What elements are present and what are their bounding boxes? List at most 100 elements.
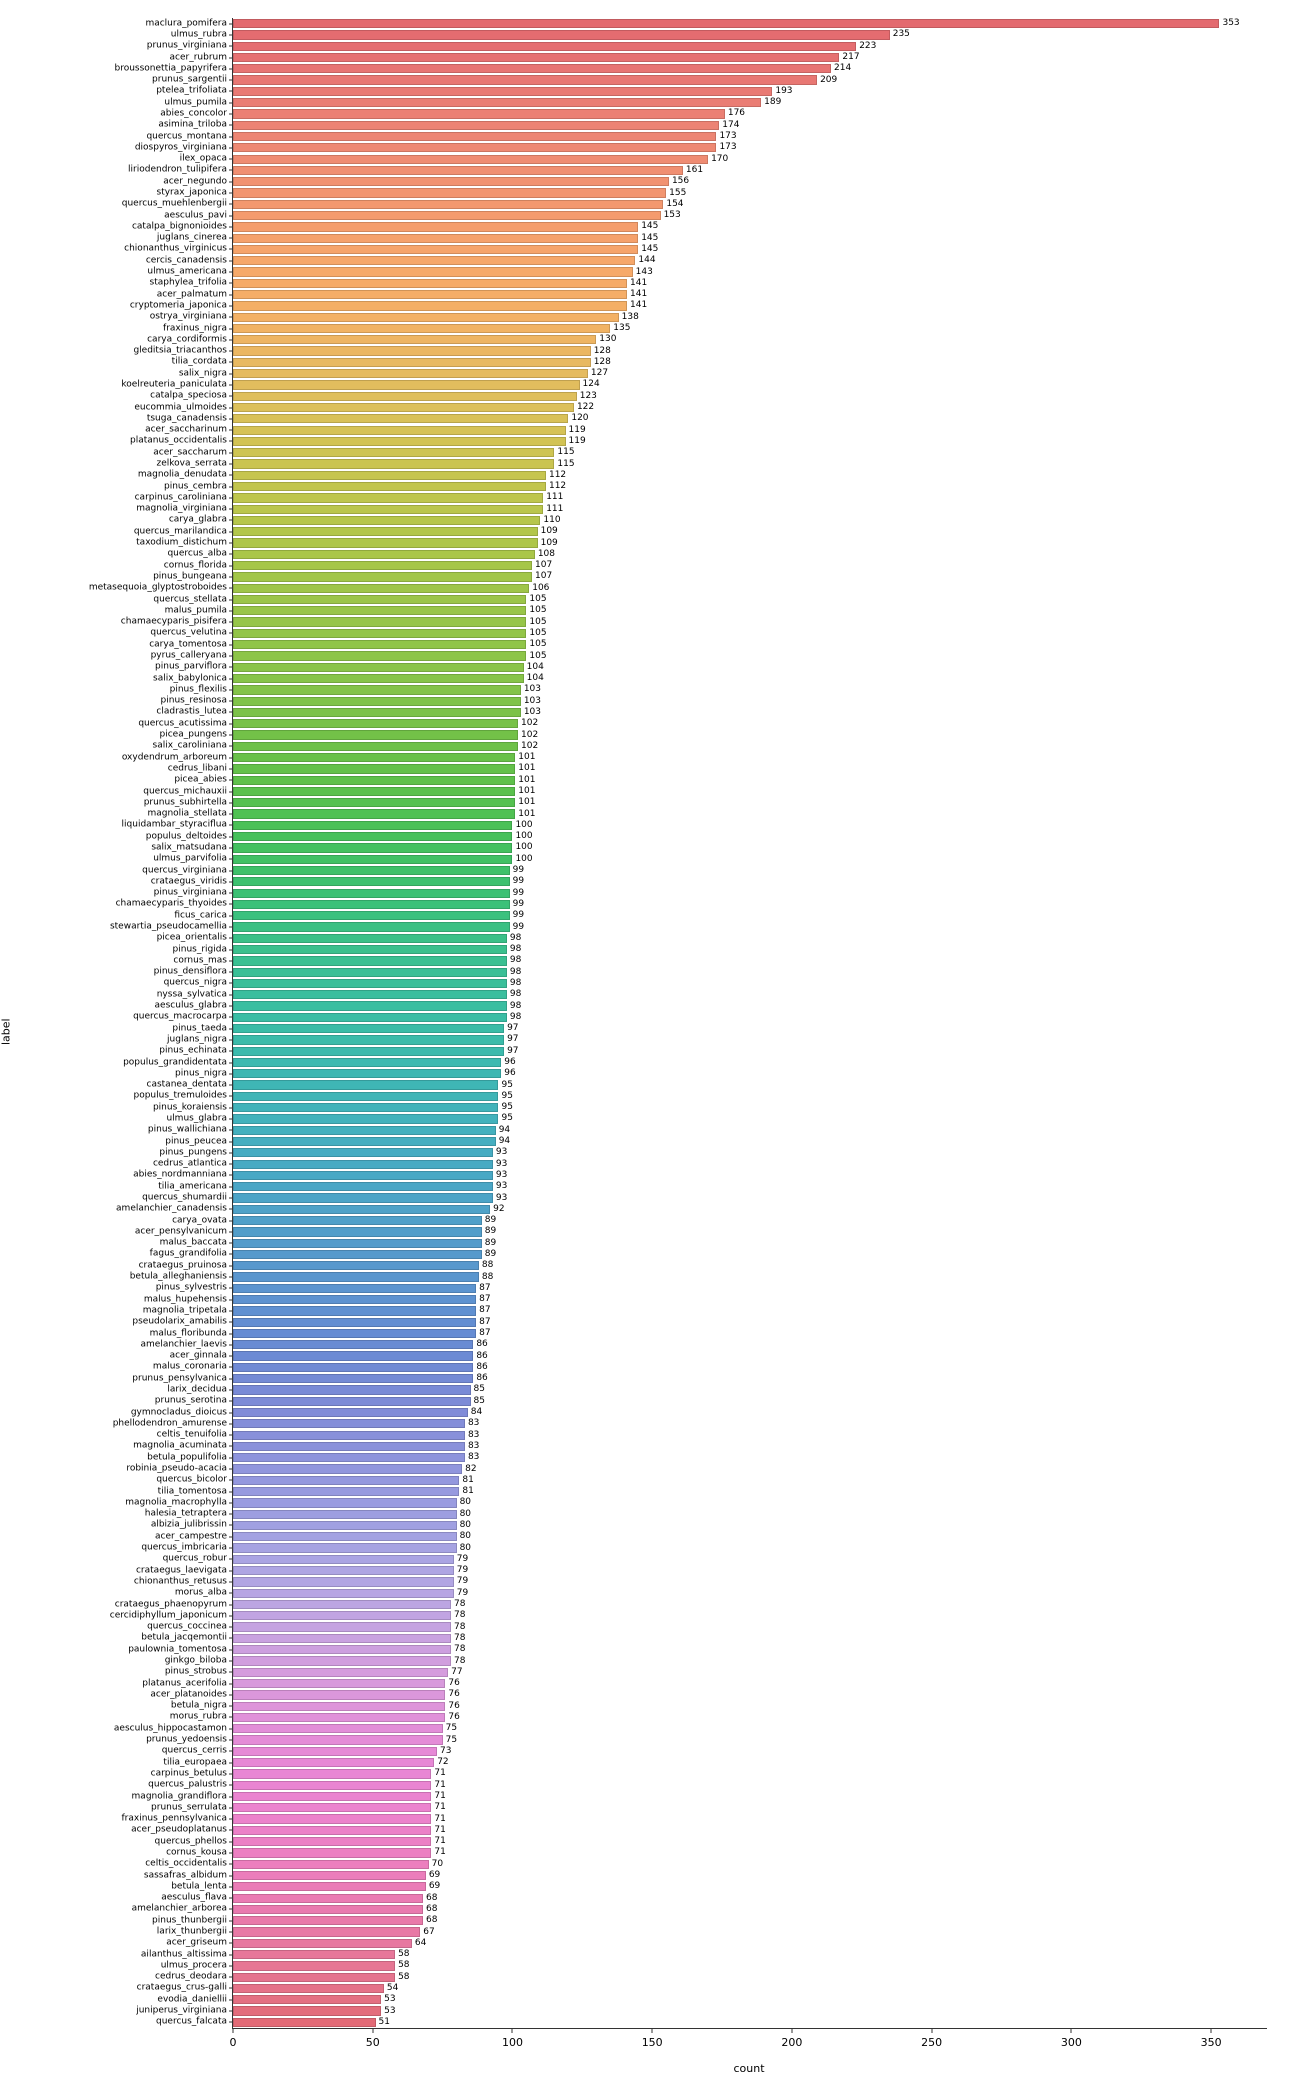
y-tick-label: albizia_julibrissin — [151, 1521, 233, 1530]
bar — [233, 1566, 454, 1575]
bar-row: cryptomeria_japonica141 — [233, 301, 1267, 310]
bar — [233, 1611, 451, 1620]
bar-row: pinus_koraiensis95 — [233, 1103, 1267, 1112]
bar-row: magnolia_grandiflora71 — [233, 1792, 1267, 1801]
bar — [233, 934, 507, 943]
bar-row: pinus_peucea94 — [233, 1137, 1267, 1146]
bar-row: carya_cordiformis130 — [233, 335, 1267, 344]
bar-row: crataegus_laevigata79 — [233, 1566, 1267, 1575]
y-tick-mark — [229, 1231, 233, 1232]
y-tick-label: prunus_sargentii — [152, 76, 233, 85]
y-tick-label: fagus_grandifolia — [150, 1250, 233, 1259]
y-tick-mark — [229, 1661, 233, 1662]
bar-value-label: 76 — [445, 1690, 459, 1699]
bar-value-label: 145 — [638, 245, 658, 254]
y-tick-label: pinus_strobus — [165, 1668, 233, 1677]
y-tick-label: cedrus_atlantica — [153, 1160, 233, 1169]
y-tick-label: pyrus_calleryana — [151, 652, 233, 661]
bar-value-label: 101 — [515, 798, 535, 807]
bar — [233, 538, 538, 547]
bar — [233, 1205, 490, 1214]
bar-row: picea_orientalis98 — [233, 934, 1267, 943]
y-tick-mark — [229, 1649, 233, 1650]
y-tick-label: malus_coronaria — [153, 1363, 233, 1372]
bar-row: maclura_pomifera353 — [233, 19, 1267, 28]
y-tick-mark — [229, 576, 233, 577]
bar-value-label: 102 — [518, 742, 538, 751]
bar — [233, 843, 512, 852]
y-tick-mark — [229, 1672, 233, 1673]
bar-row: eucommia_ulmoides122 — [233, 403, 1267, 412]
bar-value-label: 103 — [521, 697, 541, 706]
bar-value-label: 112 — [546, 471, 566, 480]
bar — [233, 1803, 431, 1812]
y-tick-label: quercus_muehlenbergii — [122, 200, 233, 209]
bar — [233, 1837, 431, 1846]
y-tick-mark — [229, 328, 233, 329]
bar-value-label: 93 — [493, 1171, 507, 1180]
y-tick-label: liquidambar_styraciflua — [122, 821, 233, 830]
bar — [233, 1408, 468, 1417]
y-tick-label: larix_decidua — [167, 1385, 233, 1394]
y-tick-label: pinus_peucea — [165, 1137, 233, 1146]
bar-value-label: 115 — [554, 460, 574, 469]
bar-value-label: 143 — [633, 268, 653, 277]
y-tick-mark — [229, 622, 233, 623]
bar-row: pinus_taeda97 — [233, 1024, 1267, 1033]
bar-row: pinus_wallichiana94 — [233, 1126, 1267, 1135]
y-tick-label: quercus_coccinea — [147, 1623, 233, 1632]
y-tick-label: ulmus_americana — [147, 268, 233, 277]
y-tick-label: chamaecyparis_pisifera — [121, 618, 233, 627]
bar-value-label: 138 — [619, 313, 639, 322]
bar-value-label: 53 — [381, 2007, 395, 2016]
bar — [233, 1758, 434, 1767]
plot-area: maclura_pomifera353ulmus_rubra235prunus_… — [232, 18, 1267, 2029]
bar-value-label: 88 — [479, 1273, 493, 1282]
y-tick-label: amelanchier_arborea — [132, 1905, 233, 1914]
y-tick-label: quercus_nigra — [164, 979, 233, 988]
y-tick-label: gleditsia_triacanthos — [133, 347, 233, 356]
bar-row: prunus_pensylvanica86 — [233, 1374, 1267, 1383]
y-tick-label: styrax_japonica — [157, 189, 234, 198]
bar — [233, 877, 510, 886]
bar-value-label: 86 — [473, 1352, 487, 1361]
bar — [233, 1024, 504, 1033]
bar-row: castanea_dentata95 — [233, 1080, 1267, 1089]
bar — [233, 234, 638, 243]
bar-value-label: 110 — [540, 516, 560, 525]
y-tick-label: quercus_shumardii — [142, 1194, 233, 1203]
bar-value-label: 81 — [459, 1476, 473, 1485]
bar-value-label: 107 — [532, 572, 552, 581]
y-tick-mark — [229, 1333, 233, 1334]
bar — [233, 324, 610, 333]
bar-row: acer_campestre80 — [233, 1532, 1267, 1541]
bar — [233, 809, 515, 818]
y-tick-mark — [229, 1830, 233, 1831]
bar — [233, 358, 591, 367]
y-tick-label: fraxinus_nigra — [163, 324, 233, 333]
bar-row: oxydendrum_arboreum101 — [233, 753, 1267, 762]
bar-value-label: 95 — [498, 1092, 512, 1101]
bar-row: quercus_muehlenbergii154 — [233, 200, 1267, 209]
bar — [233, 1984, 384, 1993]
y-tick-mark — [229, 1175, 233, 1176]
bar-row: quercus_bicolor81 — [233, 1476, 1267, 1485]
y-tick-label: acer_negundo — [163, 177, 233, 186]
bar-value-label: 71 — [431, 1826, 445, 1835]
bar-value-label: 78 — [451, 1600, 465, 1609]
y-tick-label: betula_nigra — [171, 1702, 233, 1711]
bar — [233, 572, 532, 581]
bar-value-label: 105 — [526, 640, 546, 649]
y-tick-label: paulownia_tomentosa — [128, 1645, 233, 1654]
x-tick-label: 200 — [781, 2028, 802, 2049]
y-tick-mark — [229, 972, 233, 973]
bar-value-label: 141 — [627, 301, 647, 310]
y-tick-mark — [229, 1762, 233, 1763]
bar — [233, 30, 890, 39]
bar-row: chamaecyparis_pisifera105 — [233, 617, 1267, 626]
bar-value-label: 79 — [454, 1577, 468, 1586]
bar-row: magnolia_virginiana111 — [233, 505, 1267, 514]
bar-value-label: 77 — [448, 1668, 462, 1677]
bar-row: pinus_echinata97 — [233, 1047, 1267, 1056]
y-tick-label: carpinus_caroliniana — [135, 493, 233, 502]
